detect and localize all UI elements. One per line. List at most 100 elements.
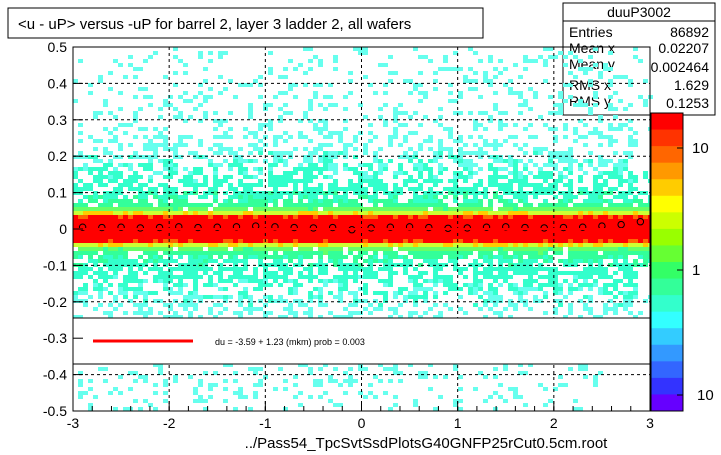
heatmap-cell [568,255,573,259]
heatmap-cell [283,223,288,227]
heatmap-cell [363,291,368,295]
heatmap-cell [123,199,128,203]
heatmap-cell [543,243,548,247]
heatmap-cell [533,207,538,211]
heatmap-cell [373,271,378,275]
heatmap-cell [183,191,188,195]
heatmap-cell [168,267,173,271]
heatmap-cell [403,171,408,175]
heatmap-cell [263,199,268,203]
heatmap-cell [408,155,413,159]
heatmap-cell [153,155,158,159]
heatmap-cell [313,83,318,87]
heatmap-cell [513,231,518,235]
heatmap-cell [398,103,403,107]
heatmap-cell [543,403,548,407]
profile-point [482,223,491,231]
heatmap-cell [558,303,563,307]
heatmap-cell [373,231,378,235]
heatmap-cell [478,279,483,283]
heatmap-cell [478,251,483,255]
heatmap-cell [453,251,458,255]
heatmap-cell [168,231,173,235]
heatmap-cell [508,263,513,267]
heatmap-cell [98,287,103,291]
legend-text: du = -3.59 + 1.23 (mkm) prob = 0.003 [215,337,365,347]
heatmap-cell [548,259,553,263]
heatmap-cell [643,207,648,211]
heatmap-cell [483,143,488,147]
heatmap-cell [293,315,298,319]
heatmap-cell [588,251,593,255]
heatmap-cell [483,275,488,279]
heatmap-cell [618,235,623,239]
heatmap-cell [563,279,568,283]
heatmap-cell [258,215,263,219]
heatmap-cell [223,159,228,163]
profile-point [502,223,510,231]
heatmap-cell [548,211,553,215]
heatmap-cell [563,155,568,159]
heatmap-cell [183,283,188,287]
heatmap-cell [318,211,323,215]
heatmap-cell [268,151,273,155]
heatmap-cell [128,211,133,215]
heatmap-cell [483,211,488,215]
heatmap-cell [363,211,368,215]
heatmap-cell [73,255,78,259]
heatmap-cell [133,111,138,115]
heatmap-cell [478,307,483,311]
heatmap-cell [153,239,158,243]
heatmap-cell [213,119,218,123]
heatmap-cell [473,267,478,271]
heatmap-cell [608,299,613,303]
heatmap-cell [393,235,398,239]
heatmap-cell [318,103,323,107]
heatmap-cell [83,211,88,215]
heatmap-cell [618,215,623,219]
heatmap-cell [208,251,213,255]
heatmap-cell [458,91,463,95]
heatmap-cell [483,247,488,251]
heatmap-cell [438,147,443,151]
heatmap-cell [163,247,168,251]
heatmap-cell [613,171,618,175]
heatmap-cell [283,67,288,71]
heatmap-cell [488,239,493,243]
heatmap-cell [548,279,553,283]
heatmap-cell [323,303,328,307]
heatmap-cell [373,219,378,223]
heatmap-cell [498,231,503,235]
heatmap-cell [503,187,508,191]
heatmap-cell [323,95,328,99]
heatmap-cell [438,267,443,271]
heatmap-cell [203,183,208,187]
heatmap-cell [358,239,363,243]
heatmap-cell [518,259,523,263]
heatmap-cell [198,299,203,303]
heatmap-cell [523,55,528,59]
heatmap-cell [298,259,303,263]
heatmap-cell [303,255,308,259]
heatmap-cell [613,311,618,315]
heatmap-cell [378,267,383,271]
heatmap-cell [128,175,133,179]
stats-value-mean-x: 0.02207 [658,40,709,56]
heatmap-cell [108,235,113,239]
heatmap-cell [113,199,118,203]
heatmap-cell [198,139,203,143]
heatmap-cell [378,183,383,187]
heatmap-cell [438,219,443,223]
heatmap-cell [248,143,253,147]
heatmap-cell [213,171,218,175]
heatmap-cell [598,275,603,279]
heatmap-cell [488,83,493,87]
heatmap-cell [258,243,263,247]
heatmap-cell [278,315,283,319]
heatmap-cell [498,259,503,263]
heatmap-cell [408,79,413,83]
heatmap-cell [378,207,383,211]
heatmap-cell [453,247,458,251]
heatmap-cell [468,87,473,91]
heatmap-cell [463,239,468,243]
